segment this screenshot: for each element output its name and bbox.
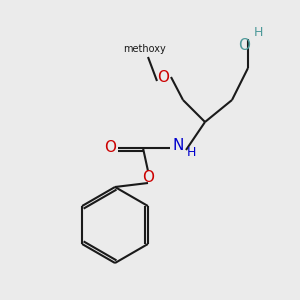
- Text: O: O: [238, 38, 250, 52]
- Text: H: H: [253, 26, 263, 40]
- Text: O: O: [157, 70, 169, 85]
- Text: O: O: [104, 140, 116, 155]
- Text: H: H: [186, 146, 196, 160]
- Text: N: N: [172, 139, 184, 154]
- Text: methoxy: methoxy: [124, 44, 166, 54]
- Text: O: O: [142, 169, 154, 184]
